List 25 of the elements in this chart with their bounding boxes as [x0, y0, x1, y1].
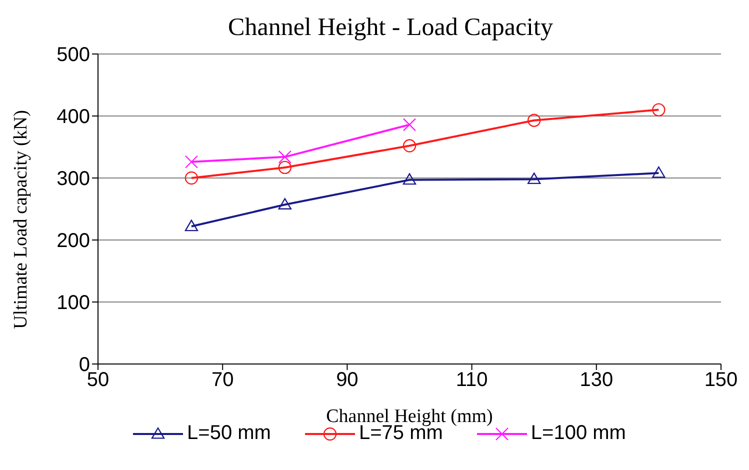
point	[652, 166, 666, 178]
legend-label: L=100 mm	[530, 422, 626, 444]
point	[528, 172, 541, 184]
y-tick-label: 500	[56, 44, 90, 66]
y-tick-label: 300	[56, 168, 90, 190]
x-tick-label: 110	[456, 369, 488, 392]
x-tick-label: 70	[211, 369, 234, 392]
y-axis-title: Ultimate Load capacity (kN)	[10, 110, 32, 329]
legend-label: L=50 mm	[186, 422, 271, 445]
point	[184, 171, 198, 185]
y-tick-label: 400	[56, 106, 90, 128]
point	[652, 103, 666, 116]
chart-title: Channel Height - Load Capacity	[227, 14, 554, 42]
point	[184, 220, 198, 232]
point	[528, 114, 541, 127]
point	[402, 173, 416, 185]
point	[278, 160, 292, 174]
point	[278, 198, 292, 210]
y-tick-label: 100	[56, 292, 90, 314]
x-tick-label: 50	[86, 369, 110, 392]
x-tick-label: 130	[580, 369, 614, 392]
y-tick-label: 200	[56, 230, 90, 252]
point	[402, 139, 416, 152]
x-tick-label: 150	[704, 369, 738, 392]
x-tick-label: 90	[336, 369, 358, 392]
